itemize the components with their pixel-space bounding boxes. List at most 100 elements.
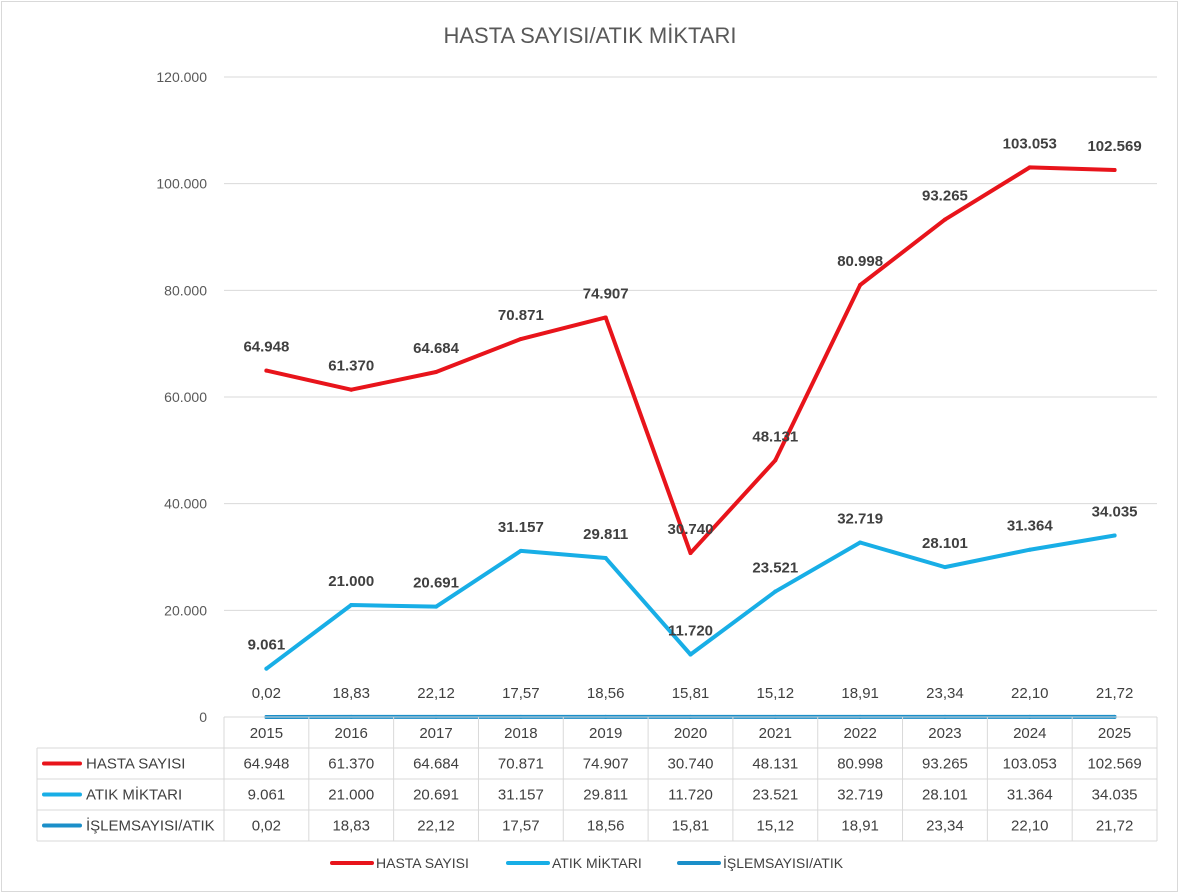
data-label: 74.907 <box>583 285 629 302</box>
data-label: 23,34 <box>926 685 964 702</box>
data-label: 11.720 <box>668 622 713 639</box>
data-label: 22,10 <box>1011 685 1049 702</box>
data-label: 64.948 <box>243 339 289 356</box>
x-tick-label: 2022 <box>843 725 876 742</box>
table-cell: 22,12 <box>417 818 455 835</box>
y-tick-label: 60.000 <box>164 389 207 405</box>
table-cell: 30.740 <box>668 756 714 773</box>
x-tick-label: 2019 <box>589 725 622 742</box>
data-point <box>942 565 947 570</box>
data-point <box>1027 165 1032 170</box>
table-cell: 21,72 <box>1096 818 1134 835</box>
table-cell: 93.265 <box>922 756 968 773</box>
table-cell: 48.131 <box>752 756 798 773</box>
data-point <box>858 283 863 288</box>
data-point <box>942 217 947 222</box>
data-label: 61.370 <box>328 358 374 375</box>
table-row-header: HASTA SAYISI <box>86 756 185 773</box>
data-point <box>434 370 439 375</box>
data-label: 18,83 <box>332 685 370 702</box>
table-cell: 34.035 <box>1092 787 1138 804</box>
data-label: 21,72 <box>1096 685 1134 702</box>
y-tick-label: 0 <box>199 709 207 725</box>
table-cell: 64.948 <box>243 756 289 773</box>
data-point <box>349 603 354 607</box>
x-tick-label: 2024 <box>1013 725 1046 742</box>
data-label: 21.000 <box>328 573 374 590</box>
data-point <box>349 387 354 392</box>
data-point <box>1112 533 1117 538</box>
data-label: 30.740 <box>668 521 714 538</box>
chart-title: HASTA SAYISI/ATIK MİKTARI <box>444 23 737 48</box>
data-label: 102.569 <box>1087 138 1141 155</box>
table-cell: 80.998 <box>837 756 883 773</box>
data-label: 18,91 <box>841 685 879 702</box>
table-cell: 61.370 <box>328 756 374 773</box>
data-label: 80.998 <box>837 253 883 270</box>
table-cell: 70.871 <box>498 756 544 773</box>
data-point <box>1027 547 1032 552</box>
data-point <box>858 540 863 545</box>
table-cell: 23.521 <box>752 787 798 804</box>
legend-label: ATIK MİKTARI <box>552 854 642 871</box>
data-label: 23.521 <box>752 560 798 577</box>
table-cell: 23,34 <box>926 818 964 835</box>
table-cell: 18,56 <box>587 818 625 835</box>
x-tick-label: 2021 <box>759 725 792 742</box>
table-cell: 103.053 <box>1003 756 1057 773</box>
table-cell: 31.364 <box>1007 787 1053 804</box>
data-label: 31.157 <box>498 519 544 536</box>
data-point <box>603 315 608 320</box>
table-cell: 17,57 <box>502 818 540 835</box>
series-line-1 <box>264 165 1117 556</box>
data-label: 29.811 <box>583 526 628 543</box>
table-cell: 0,02 <box>252 818 281 835</box>
data-point <box>1112 167 1117 172</box>
x-tick-label: 2017 <box>419 725 452 742</box>
table-cell: 74.907 <box>583 756 629 773</box>
series-line-2 <box>264 533 1117 671</box>
data-label: 70.871 <box>498 307 544 324</box>
data-label: 17,57 <box>502 685 540 702</box>
table-cell: 28.101 <box>922 787 968 804</box>
data-label: 64.684 <box>413 340 460 357</box>
y-tick-label: 40.000 <box>164 496 207 512</box>
table-cell: 20.691 <box>413 787 459 804</box>
x-tick-label: 2018 <box>504 725 537 742</box>
table-cell: 21.000 <box>328 787 374 804</box>
data-label: 34.035 <box>1092 503 1138 520</box>
data-point <box>434 604 439 609</box>
data-label: 22,12 <box>417 685 455 702</box>
data-label: 15,12 <box>757 685 795 702</box>
y-tick-label: 20.000 <box>164 602 207 618</box>
data-label: 28.101 <box>922 535 968 552</box>
table-cell: 15,12 <box>757 818 795 835</box>
data-point <box>264 368 269 373</box>
table-cell: 18,83 <box>332 818 370 835</box>
x-tick-label: 2020 <box>674 725 707 742</box>
data-label: 18,56 <box>587 685 625 702</box>
data-point <box>264 666 269 671</box>
data-label: 32.719 <box>837 510 883 527</box>
data-label: 20.691 <box>413 575 459 592</box>
y-tick-label: 120.000 <box>156 69 207 85</box>
table-row-header: İŞLEMSAYISI/ATIK <box>86 817 215 835</box>
data-point <box>773 589 778 594</box>
data-label: 31.364 <box>1007 518 1054 535</box>
data-label: 93.265 <box>922 188 968 205</box>
x-tick-label: 2023 <box>928 725 961 742</box>
y-tick-label: 80.000 <box>164 282 207 298</box>
x-tick-label: 2016 <box>335 725 368 742</box>
table-cell: 22,10 <box>1011 818 1049 835</box>
data-label: 0,02 <box>252 685 281 702</box>
table-cell: 15,81 <box>672 818 710 835</box>
data-label: 15,81 <box>672 685 710 702</box>
data-point <box>518 548 523 553</box>
table-cell: 18,91 <box>841 818 879 835</box>
table-cell: 31.157 <box>498 787 544 804</box>
table-cell: 29.811 <box>583 787 628 804</box>
data-label: 9.061 <box>248 637 286 654</box>
data-label: 103.053 <box>1003 135 1057 152</box>
